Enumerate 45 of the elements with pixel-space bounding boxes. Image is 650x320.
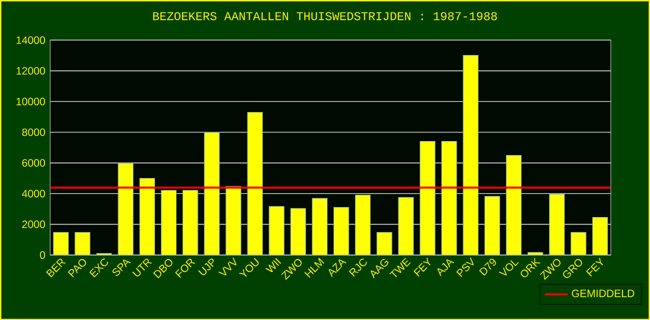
- y-tick-label: 14000: [16, 36, 46, 44]
- y-tick-label: 6000: [22, 159, 46, 167]
- x-tick-label: RJC: [348, 258, 367, 276]
- x-tick-label: WII: [265, 258, 282, 272]
- x-tick-label: UTR: [132, 258, 152, 276]
- y-tick-label: 12000: [16, 66, 46, 75]
- y-tick-label: 8000: [22, 128, 46, 136]
- y-tick-label: 2000: [22, 220, 46, 228]
- bar: [592, 216, 608, 255]
- bar: [528, 252, 544, 255]
- bar: [182, 190, 198, 255]
- bar: [312, 198, 328, 255]
- y-tick-label: 10000: [16, 98, 46, 106]
- bar: [506, 154, 522, 255]
- bar: [53, 232, 69, 255]
- bar: [441, 140, 457, 255]
- bar: [355, 194, 371, 255]
- chart-title: BEZOEKERS AANTALLEN THUISWEDSTRIJDEN : 1987-1988: [153, 12, 497, 20]
- x-tick-label: AZA: [328, 259, 346, 278]
- bar: [139, 178, 156, 255]
- bar: [376, 232, 392, 255]
- bar: [290, 208, 306, 255]
- y-tick-label: 4000: [22, 190, 46, 198]
- bar: [420, 140, 436, 255]
- bar: [204, 132, 220, 255]
- bar: [398, 196, 414, 255]
- bar: [333, 206, 350, 255]
- x-tick-label: VOL: [498, 260, 519, 276]
- x-tick-label: UJP: [198, 258, 214, 276]
- bar: [570, 232, 586, 255]
- x-tick-label: SPA: [112, 259, 131, 276]
- bar: [462, 54, 478, 255]
- bar: [160, 190, 177, 255]
- bar: [484, 196, 500, 255]
- x-tick-label: VVV: [218, 257, 236, 276]
- x-tick-label: D79: [479, 258, 496, 276]
- x-tick-label: AJA: [437, 259, 454, 276]
- bar: [74, 232, 90, 255]
- bar: [118, 162, 134, 255]
- legend-label: GEMIDDELD: [572, 290, 634, 298]
- bar: [247, 112, 263, 255]
- bar: [268, 206, 284, 255]
- bar: [549, 194, 565, 255]
- bar: [226, 186, 242, 255]
- y-tick-label: 0: [40, 251, 46, 259]
